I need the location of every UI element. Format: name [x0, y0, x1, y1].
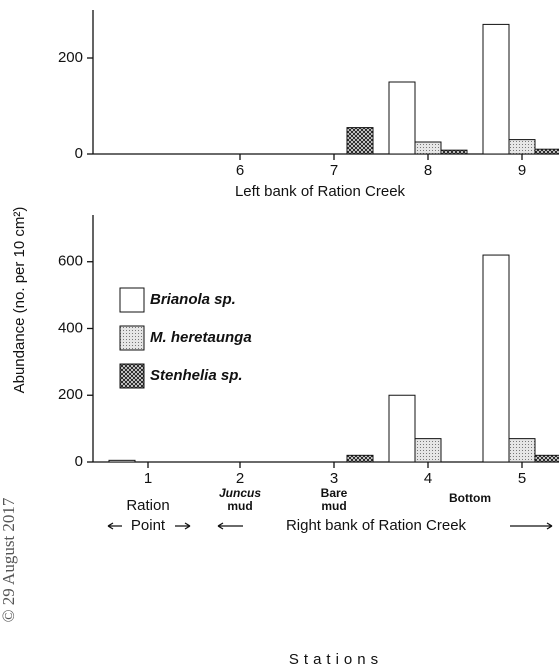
annotation: Ration — [126, 497, 169, 514]
bar — [388, 81, 416, 155]
y-tick-label: 200 — [58, 49, 83, 66]
y-axis-label: Abundance (no. per 10 cm²) — [11, 207, 28, 394]
legend-label: M. heretaunga — [150, 329, 252, 346]
x-tick-label: 4 — [424, 470, 432, 487]
legend-swatch — [119, 363, 145, 389]
legend-label: Brianola sp. — [150, 291, 236, 308]
bar — [534, 148, 559, 155]
legend-label: Stenhelia sp. — [150, 367, 243, 384]
annotation: Juncus — [219, 486, 261, 500]
bar — [534, 454, 559, 463]
x-tick-label: 1 — [144, 470, 152, 487]
bar — [108, 459, 136, 463]
x-tick-label: 8 — [424, 162, 432, 179]
bar — [414, 438, 442, 463]
bar — [508, 438, 536, 463]
watermark: © 29 August 2017 — [0, 497, 18, 622]
arrow — [217, 522, 553, 530]
annotation: Bare — [321, 486, 348, 500]
y-tick-label: 400 — [58, 319, 83, 336]
x-tick-label: 9 — [518, 162, 526, 179]
x-tick-label: 7 — [330, 162, 338, 179]
bar — [508, 139, 536, 155]
x-axis-label: Left bank of Ration Creek — [235, 183, 406, 200]
bar — [482, 254, 510, 463]
bar — [414, 141, 442, 155]
x-tick-label: 5 — [518, 470, 526, 487]
y-tick-label: 0 — [75, 453, 83, 470]
bar — [482, 23, 510, 155]
legend-swatch — [119, 325, 145, 351]
x-tick-label: 2 — [236, 470, 244, 487]
x-tick-label: 3 — [330, 470, 338, 487]
annotation: mud — [321, 499, 346, 513]
x-tick-label: 6 — [236, 162, 244, 179]
y-tick-label: 0 — [75, 145, 83, 162]
annotation: Bottom — [449, 491, 491, 505]
y-tick-label: 600 — [58, 253, 83, 270]
bar — [440, 149, 468, 155]
legend-swatch — [119, 287, 145, 313]
y-tick-label: 200 — [58, 386, 83, 403]
bar — [346, 127, 374, 155]
bar — [346, 454, 374, 463]
annotation: Right bank of Ration Creek — [286, 517, 467, 534]
bar — [388, 394, 416, 463]
annotation: mud — [227, 499, 252, 513]
arrow — [107, 522, 191, 530]
x-axis-label: Stations — [289, 651, 383, 668]
annotation: Point — [131, 517, 166, 534]
